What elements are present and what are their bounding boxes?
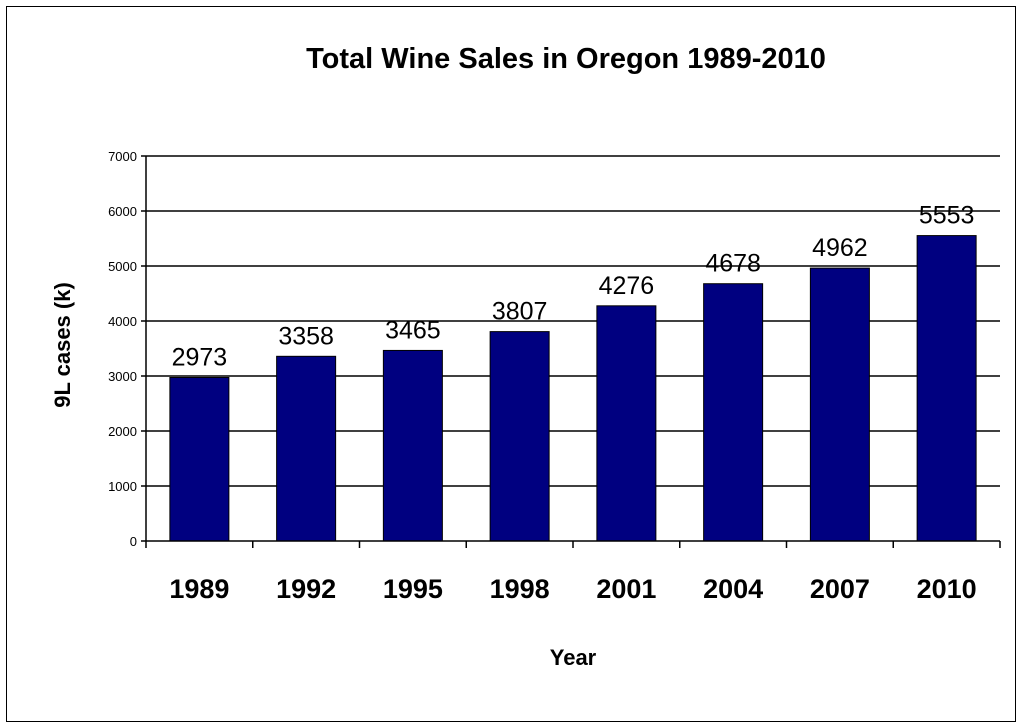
bar [703, 283, 764, 542]
bar [489, 331, 550, 542]
data-label: 4276 [599, 272, 655, 300]
x-tick-label: 1992 [276, 574, 336, 604]
bar [169, 376, 230, 542]
y-tick-label: 2000 [108, 424, 137, 439]
data-label: 2973 [172, 343, 228, 371]
y-tick-label: 6000 [108, 204, 137, 219]
x-tick-label: 1995 [383, 574, 443, 604]
data-label: 3807 [492, 298, 548, 326]
data-labels: 2973 3358 3465 3807 4276 4678 4962 5553 [172, 202, 975, 372]
x-axis-label: Year [550, 645, 597, 670]
y-tick-label: 4000 [108, 314, 137, 329]
x-tick-label: 2004 [703, 574, 763, 604]
chart-title: Total Wine Sales in Oregon 1989-2010 [306, 43, 826, 75]
data-label: 4678 [705, 250, 761, 278]
y-tick-labels: 0 1000 2000 3000 4000 5000 6000 7000 [108, 149, 137, 549]
x-tick-label: 2001 [596, 574, 656, 604]
x-tick-label: 2007 [810, 574, 870, 604]
y-tick-label: 5000 [108, 259, 137, 274]
y-axis-label: 9L cases (k) [50, 282, 75, 408]
x-tick-labels: 1989 1992 1995 1998 2001 2004 2007 2010 [169, 574, 976, 604]
y-tick-label: 1000 [108, 479, 137, 494]
bar [276, 355, 337, 542]
bar [382, 349, 443, 542]
gridlines [146, 155, 1000, 487]
y-tick-label: 3000 [108, 369, 137, 384]
data-label: 4962 [812, 234, 868, 262]
data-label: 5553 [919, 202, 975, 230]
y-tick-label: 0 [130, 534, 137, 549]
axes [141, 155, 1001, 548]
x-tick-label: 1998 [490, 574, 550, 604]
x-tick-label: 2010 [917, 574, 977, 604]
bar [596, 305, 657, 542]
data-label: 3358 [278, 322, 334, 350]
bar [809, 267, 870, 542]
y-tick-label: 7000 [108, 149, 137, 164]
data-label: 3465 [385, 316, 441, 344]
x-tick-label: 1989 [169, 574, 229, 604]
bar [916, 235, 977, 542]
bars [169, 235, 977, 542]
